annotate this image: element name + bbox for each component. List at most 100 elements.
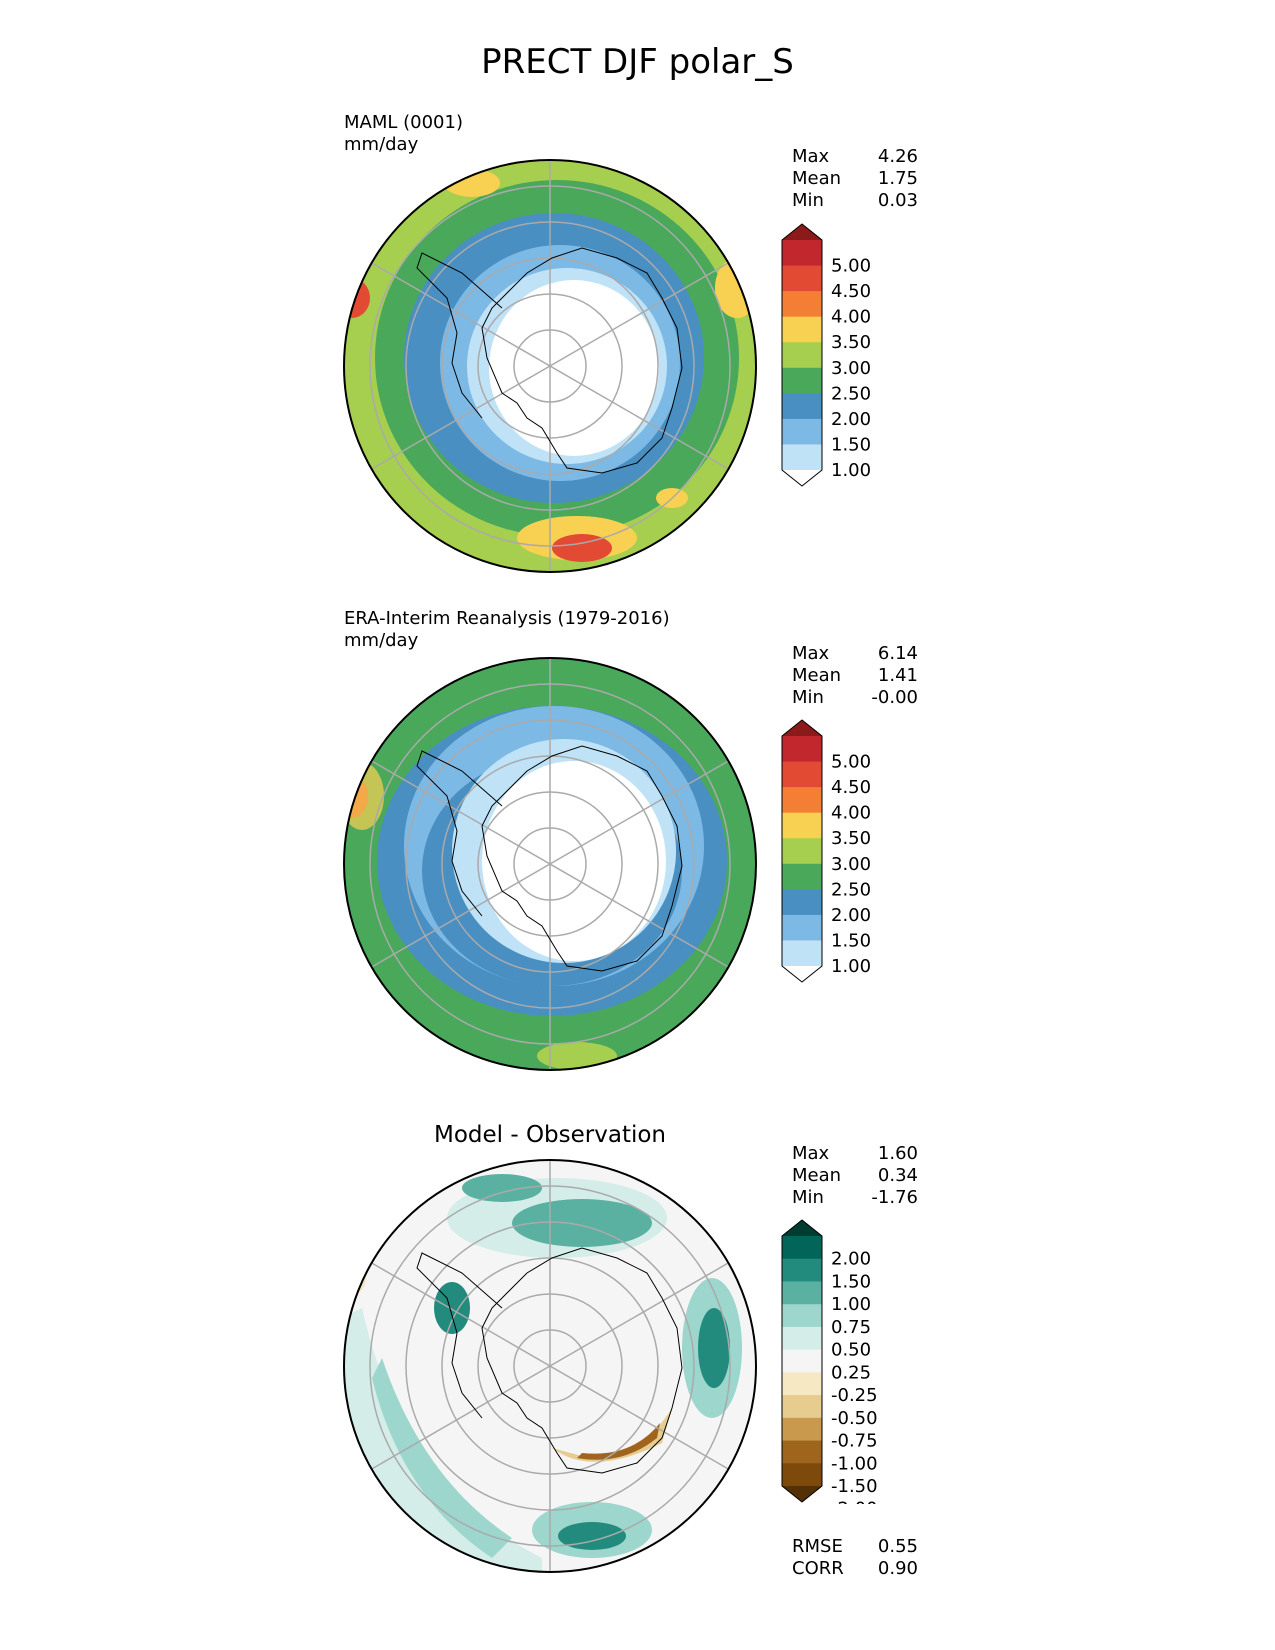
panel3-stat-value: 0.34 [877, 1165, 918, 1186]
colorbar-segment [782, 1281, 822, 1305]
colorbar-tick-label: 5.00 [831, 752, 871, 773]
colorbar-segment [782, 1463, 822, 1487]
panel3-colorbar: 2.001.501.000.750.500.25-0.25-0.50-0.75-… [781, 1219, 878, 1504]
panel2-colorbar: 5.00 4.50 4.00 3.50 3.00 2.50 2.00 1.50 1.00 0.50 [781, 719, 871, 984]
colorbar-segment [782, 812, 822, 839]
corr-value: 0.90 [877, 1558, 918, 1579]
panel1-stats: Max 4.26 Mean 1.75 Min 0.03 [792, 146, 918, 212]
panel1-blob-yellow-top [444, 169, 500, 197]
panel3-peninsula-coast [416, 1252, 503, 1419]
colorbar-tick-label: 1.50 [831, 930, 871, 951]
colorbar-tick-label: 2.50 [831, 879, 871, 900]
colorbar-segment [782, 418, 822, 445]
panel1-stat-value: 0.03 [877, 190, 918, 211]
panel3-graticule [369, 1160, 731, 1572]
colorbar-segment [782, 1236, 822, 1260]
panel1-peninsula-coast [416, 252, 503, 419]
colorbar-segment [782, 720, 822, 736]
colorbar-outline [781, 1219, 823, 1503]
colorbar-segment [782, 393, 822, 420]
colorbar-segment [782, 1258, 822, 1282]
panel1-units: mm/day [344, 134, 419, 155]
panel3-stat-label: Max [792, 1143, 830, 1164]
panel2-stat-label: Mean [792, 665, 842, 686]
colorbar-segment [782, 1372, 822, 1396]
colorbar-segment [782, 367, 822, 394]
colorbar-tick-label: 1.50 [831, 1271, 871, 1292]
colorbar-segment [782, 1349, 822, 1373]
colorbar-tick-label: 3.00 [831, 854, 871, 875]
colorbar-segment [782, 966, 822, 982]
panel3-antarctica-coast [481, 1247, 683, 1474]
panel2-map-boundary [343, 657, 757, 1071]
panel3-blob-tan-left [344, 1262, 366, 1294]
panel1-colorbar: 5.00 4.50 4.00 3.50 3.00 2.50 2.00 1.50 1.00 0.50 [781, 223, 871, 488]
colorbar-tick-label: 0.75 [831, 1317, 871, 1338]
panel3-field-top-left [462, 1174, 542, 1202]
colorbar-tick-label: -0.25 [831, 1385, 878, 1406]
panel1-stat-value: 1.75 [877, 168, 918, 189]
colorbar-tick-label: -0.50 [831, 1408, 878, 1429]
colorbar-segment [782, 1417, 822, 1442]
panel2-case-name: ERA-Interim Reanalysis (1979-2016) [344, 608, 670, 629]
colorbar-tick-label: 0.25 [831, 1362, 871, 1383]
rmse-value: 0.55 [877, 1536, 918, 1557]
panel2-stat-value: 1.41 [877, 665, 918, 686]
colorbar-segment [782, 914, 822, 941]
panel2-graticule [369, 658, 731, 1070]
panel1-map-boundary [343, 159, 757, 573]
panel1-stat-label: Mean [792, 168, 842, 189]
panel2-stat-value: 6.14 [877, 643, 918, 664]
panel3-polar-map [343, 1159, 757, 1573]
colorbar-segment [782, 736, 822, 763]
rmse-label: RMSE [792, 1536, 843, 1557]
panel1-stat-label: Max [792, 146, 830, 167]
panel3-stat-value: 1.60 [877, 1143, 918, 1164]
colorbar-tick-label: 0.50 [831, 1340, 871, 1361]
colorbar-segment [782, 838, 822, 865]
panel2-polar-map [343, 657, 757, 1071]
panel1-blob-red-bottom [552, 534, 612, 562]
panel2-blob-green-bottom [537, 1042, 617, 1070]
panel3-metrics: RMSE 0.55 CORR 0.90 [792, 1536, 918, 1580]
figure-title: PRECT DJF polar_S [481, 42, 794, 82]
colorbar-segment [782, 761, 822, 788]
panel3-field-peninsula [434, 1282, 470, 1334]
panel3-field-bottom-dark [558, 1522, 626, 1550]
colorbar-tick-label: 5.00 [831, 256, 871, 277]
colorbar-tick-label: 0.50 [831, 486, 871, 488]
colorbar-segment [782, 863, 822, 890]
panel1-case-name: MAML (0001) [344, 112, 463, 133]
colorbar-tick-label: 4.00 [831, 803, 871, 824]
panel1-field-white [489, 280, 659, 456]
colorbar-tick-label: 3.50 [831, 332, 871, 353]
colorbar-segment [782, 1326, 822, 1351]
panel3-stat-label: Min [792, 1187, 824, 1208]
panel1-label: MAML (0001) mm/day [344, 112, 463, 156]
panel2-field-white [482, 761, 666, 961]
colorbar-tick-label: 2.50 [831, 383, 871, 404]
panel1-polar-map [343, 159, 757, 573]
colorbar-outline [781, 719, 823, 983]
colorbar-tick-label: 2.00 [831, 409, 871, 430]
panel3-title: Model - Observation [433, 1122, 667, 1148]
corr-label: CORR [792, 1558, 844, 1579]
panel2-stat-label: Min [792, 687, 824, 708]
panel3-stat-label: Mean [792, 1165, 842, 1186]
panel3-map-boundary [343, 1159, 757, 1573]
panel1-stat-label: Min [792, 190, 824, 211]
colorbar-segment [782, 940, 822, 967]
colorbar-segment [782, 291, 822, 318]
panel3-field-top-green [512, 1199, 652, 1247]
panel2-peninsula-coast [416, 750, 503, 917]
colorbar-tick-label: 4.00 [831, 307, 871, 328]
colorbar-tick-label: 2.00 [831, 905, 871, 926]
colorbar-segment [782, 1220, 822, 1236]
panel3-stats: Max 1.60 Mean 0.34 Min -1.76 [792, 1143, 918, 1209]
colorbar-segment [782, 470, 822, 486]
colorbar-segment [782, 1395, 822, 1419]
panel3-stat-value: -1.76 [871, 1187, 918, 1208]
colorbar-segment [782, 240, 822, 267]
colorbar-segment [782, 224, 822, 240]
colorbar-tick-label: -1.00 [831, 1453, 878, 1474]
